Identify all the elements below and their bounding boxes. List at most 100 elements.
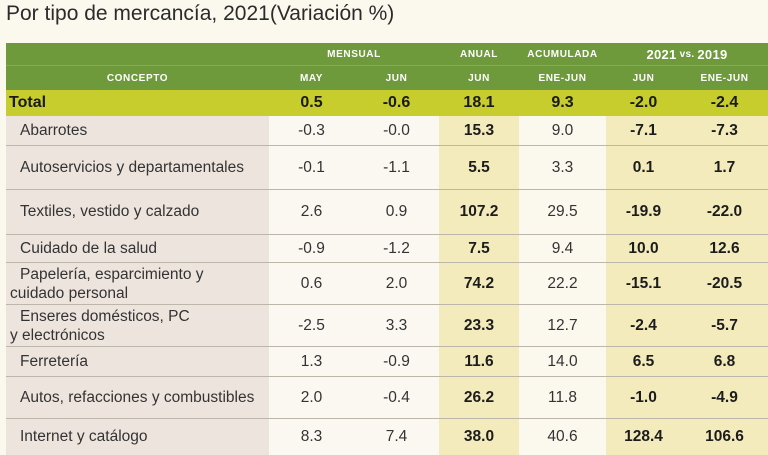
row-label-line-1: Papelería, esparcimiento y [20,265,204,283]
cell-may: -0.3 [269,116,354,145]
cell-vs-jun: -15.1 [606,263,681,304]
cell-jun: -1.1 [354,146,439,189]
row-label: Autoservicios y departamentales [20,158,245,176]
row-label: Total [9,94,47,111]
table-row: Textiles, vestido y calzado 2.6 0.9 107.… [6,190,768,235]
cell-acumulada: 9.4 [519,235,606,262]
cell-vs-jun: -2.4 [606,305,681,346]
cell-anual-jun: 5.5 [439,146,519,189]
cell-vs-jun: -1.0 [606,377,681,418]
cell-vs-jun: -19.9 [606,190,681,234]
header-ene-jun-2019: ENE-JUN [700,72,749,84]
cell-vs-ene-jun: -22.0 [681,190,768,234]
header-year-2021: 2021 [646,46,677,62]
header-concepto: CONCEPTO [106,72,169,84]
table-row: Abarrotes -0.3 -0.0 15.3 9.0 -7.1 -7.3 [6,116,768,146]
cell-vs-ene-jun: -20.5 [681,263,768,304]
cell-jun: 3.3 [354,305,439,346]
cell-vs-jun: 0.1 [606,146,681,189]
header-row-columns: CONCEPTO MAY JUN JUN ENE-JUN JUN ENE-JUN [6,65,768,90]
row-label: Abarrotes [20,121,88,139]
row-label: Internet y catálogo [20,428,148,445]
cell-jun: -0.0 [354,116,439,145]
cell-vs-jun: -2.0 [629,94,658,111]
row-label-line-2: y electrónicos [10,326,105,344]
row-label-line-2: cuidado personal [10,284,129,302]
cell-vs-ene-jun: 12.6 [681,235,768,262]
cell-vs-ene-jun: -4.9 [681,377,768,418]
cell-may: 2.6 [269,190,354,234]
cell-jun: 0.9 [354,190,439,234]
table-row: Autoservicios y departamentales -0.1 -1.… [6,146,768,190]
cell-anual-jun: 23.3 [439,305,519,346]
cell-vs-jun: 6.5 [606,347,681,376]
cell-anual-jun: 15.3 [439,116,519,145]
cell-vs-jun: 10.0 [606,235,681,262]
cell-jun: -0.6 [382,94,411,111]
cell-vs-jun: 128.4 [606,419,681,455]
table-row: Enseres domésticos, PC y electrónicos -2.… [6,305,768,347]
cell-anual-jun: 7.5 [439,235,519,262]
cell-acumulada: 40.6 [519,419,606,455]
header-row-groups: MENSUAL ANUAL ACUMULADA 2021 vs. 2019 [6,43,768,65]
row-label: Cuidado de la salud [20,239,158,257]
cell-may: 0.5 [300,94,323,111]
header-anual: ANUAL [460,48,498,60]
table-row: Cuidado de la salud -0.9 -1.2 7.5 9.4 10… [6,235,768,263]
cell-jun: 7.4 [354,419,439,455]
cell-may: -2.5 [269,305,354,346]
cell-vs-ene-jun: 106.6 [681,419,768,455]
header-may: MAY [299,72,324,84]
cell-vs-ene-jun: -5.7 [681,305,768,346]
cell-may: 8.3 [269,419,354,455]
data-table: MENSUAL ANUAL ACUMULADA 2021 vs. 2019 CONC… [6,43,768,455]
header-jun-anual: JUN [468,72,490,84]
cell-acumulada: 3.3 [519,146,606,189]
row-label: Textiles, vestido y calzado [20,203,200,220]
cell-anual-jun: 26.2 [439,377,519,418]
cell-vs-ene-jun: 6.8 [681,347,768,376]
cell-anual-jun: 74.2 [439,263,519,304]
cell-anual-jun: 38.0 [439,419,519,455]
cell-acumulada: 9.0 [519,116,606,145]
cell-may: 2.0 [269,377,354,418]
cell-anual-jun: 107.2 [439,190,519,234]
cell-vs-ene-jun: -2.4 [710,94,739,111]
header-acumulada: ACUMULADA [527,48,598,60]
header-vs: vs. [679,48,695,60]
header-jun: JUN [385,72,408,84]
cell-vs-jun: -7.1 [606,116,681,145]
header-jun-2019: JUN [632,72,655,84]
row-label: Enseres domésticos, PC y electrónicos [6,307,190,345]
cell-jun: -1.2 [354,235,439,262]
cell-anual-jun: 18.1 [463,94,495,111]
cell-may: 1.3 [269,347,354,376]
row-label: Autos, refacciones y combustibles [20,388,255,406]
header-ene-jun: ENE-JUN [538,72,587,84]
cell-may: -0.1 [269,146,354,189]
cell-vs-ene-jun: 1.7 [681,146,768,189]
cell-jun: 2.0 [354,263,439,304]
table-row: Papelería, esparcimiento y cuidado person… [6,263,768,305]
header-mensual: MENSUAL [327,48,381,60]
cell-jun: -0.9 [354,347,439,376]
cell-may: -0.9 [269,235,354,262]
cell-acumulada: 22.2 [519,263,606,304]
cell-may: 0.6 [269,263,354,304]
cell-acumulada: 29.5 [519,190,606,234]
cell-anual-jun: 11.6 [439,347,519,376]
row-label: Papelería, esparcimiento y cuidado person… [6,265,204,303]
cell-acumulada: 12.7 [519,305,606,346]
cell-vs-ene-jun: -7.3 [681,116,768,145]
total-row: Total 0.5 -0.6 18.1 9.3 -2.0 -2.4 [6,90,768,116]
table-row: Ferretería 1.3 -0.9 11.6 14.0 6.5 6.8 [6,347,768,377]
header-2021-vs-2019: 2021 vs. 2019 [606,43,768,65]
row-label-line-1: Enseres domésticos, PC [20,307,190,325]
cell-acumulada: 14.0 [519,347,606,376]
cell-acumulada: 11.8 [519,377,606,418]
cell-jun: -0.4 [354,377,439,418]
row-label: Ferretería [20,352,89,370]
table-row: Internet y catálogo 8.3 7.4 38.0 40.6 12… [6,419,768,455]
header-year-2019: 2019 [697,46,728,62]
table-row: Autos, refacciones y combustibles 2.0 -0… [6,377,768,419]
